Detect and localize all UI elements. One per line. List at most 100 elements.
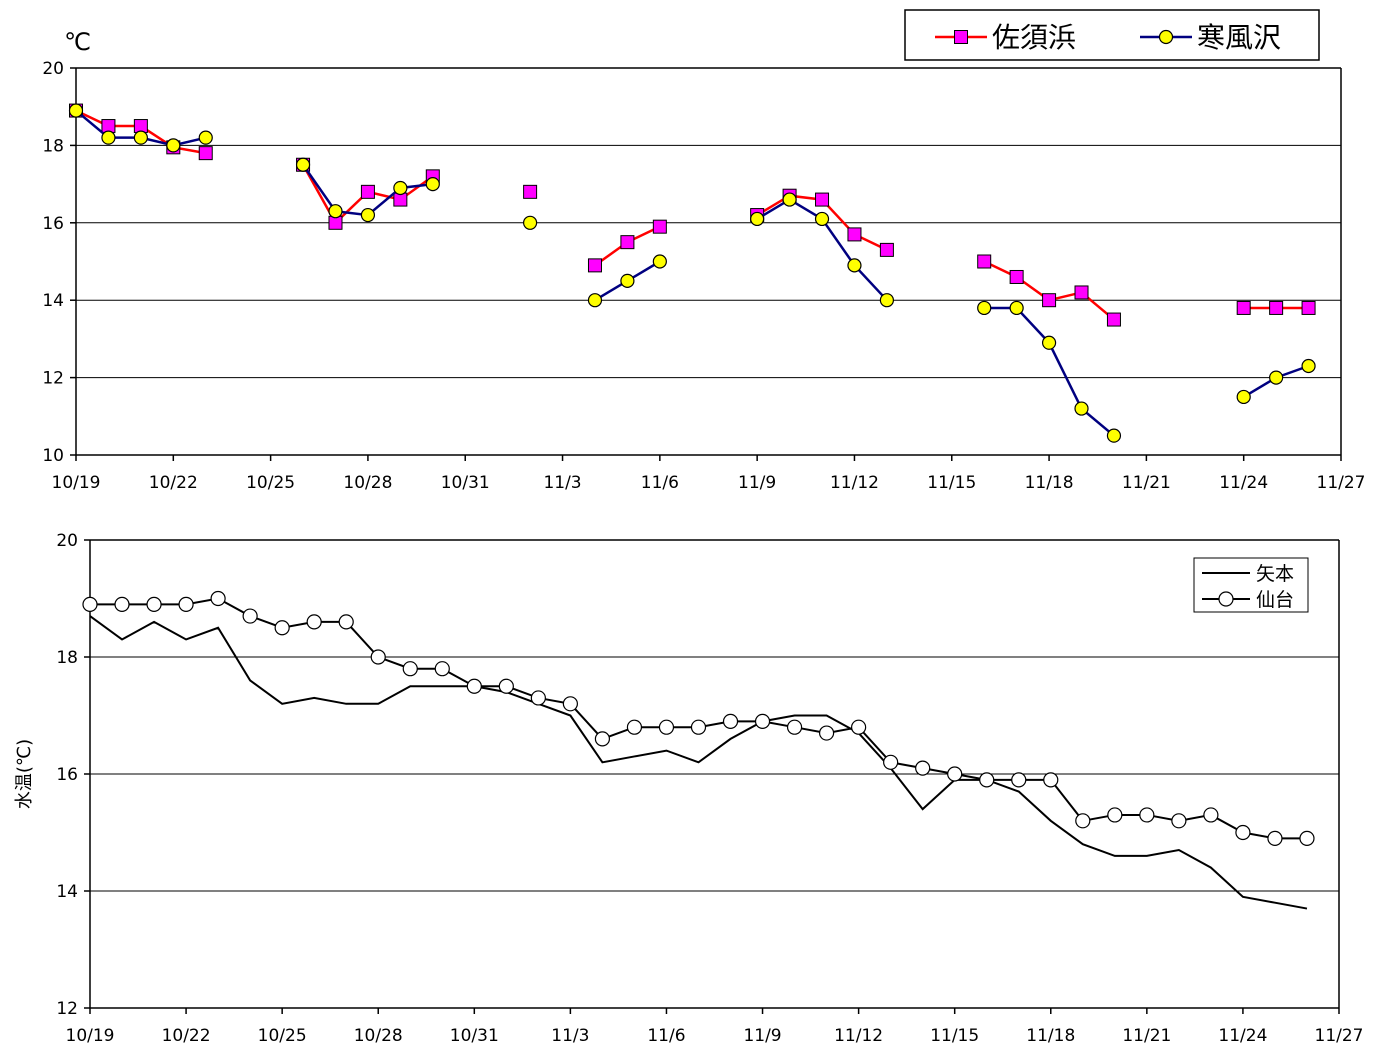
- legend-marker: [1158, 29, 1174, 45]
- y-tick-label: 10: [42, 446, 64, 466]
- data-point: [198, 146, 213, 161]
- legend-marker: [1218, 591, 1234, 607]
- data-point: [947, 766, 963, 782]
- data-point: [178, 596, 194, 612]
- data-point: [847, 227, 862, 242]
- data-point: [1042, 293, 1057, 308]
- data-point: [530, 690, 546, 706]
- data-point: [1041, 335, 1057, 350]
- data-point: [523, 184, 538, 199]
- x-tick-label: 11/3: [543, 473, 581, 493]
- data-point: [814, 211, 830, 227]
- data-point: [1009, 300, 1024, 316]
- data-point: [1106, 312, 1121, 327]
- x-tick-label: 11/9: [738, 473, 776, 493]
- data-point: [166, 138, 181, 153]
- unit-label: ℃: [64, 28, 91, 56]
- data-point: [1269, 370, 1284, 385]
- x-tick-label: 11/18: [1025, 473, 1074, 493]
- y-tick-label: 20: [42, 59, 64, 79]
- data-point: [1009, 269, 1024, 284]
- data-point: [1203, 807, 1219, 823]
- data-point: [587, 293, 603, 308]
- data-point: [1299, 830, 1315, 846]
- data-point: [328, 204, 343, 219]
- data-point: [523, 215, 538, 230]
- x-tick-label: 10/19: [66, 1026, 115, 1046]
- y-tick-label: 16: [42, 214, 64, 234]
- data-point: [883, 754, 899, 770]
- data-point: [915, 760, 931, 776]
- data-point: [620, 235, 635, 250]
- data-point: [690, 719, 707, 735]
- x-tick-label: 10/25: [258, 1026, 307, 1046]
- y-tick-label: 18: [56, 648, 78, 668]
- data-point: [1106, 428, 1122, 443]
- y-tick-label: 14: [42, 291, 64, 311]
- x-tick-label: 11/12: [834, 1026, 883, 1046]
- data-point: [82, 596, 98, 612]
- data-point: [370, 649, 386, 665]
- data-point: [587, 258, 602, 273]
- data-point: [1074, 285, 1089, 300]
- x-tick-label: 11/15: [927, 473, 976, 493]
- legend-label: 仙台: [1256, 589, 1294, 611]
- data-point: [68, 103, 84, 118]
- data-point: [1074, 401, 1089, 416]
- data-point: [1267, 830, 1283, 846]
- x-tick-label: 11/21: [1122, 1026, 1171, 1046]
- data-point: [879, 242, 894, 257]
- y-tick-label: 12: [56, 999, 78, 1019]
- data-point: [979, 772, 995, 788]
- x-tick-label: 11/15: [930, 1026, 979, 1046]
- x-tick-label: 10/28: [343, 473, 392, 493]
- data-point: [425, 177, 440, 192]
- y-tick-label: 20: [56, 531, 78, 551]
- legend-box: [1193, 557, 1309, 613]
- data-point: [977, 300, 992, 316]
- data-point: [1011, 772, 1027, 788]
- data-point: [620, 273, 635, 288]
- x-tick-label: 10/28: [354, 1026, 403, 1046]
- data-point: [818, 725, 835, 741]
- data-point: [626, 719, 643, 735]
- legend-label: 佐須浜: [992, 21, 1076, 54]
- x-tick-label: 10/25: [246, 473, 295, 493]
- data-point: [977, 254, 992, 269]
- y-tick-label: 16: [56, 765, 78, 785]
- legend-label: 寒風沢: [1197, 21, 1281, 54]
- data-point: [1301, 358, 1316, 374]
- x-tick-label: 10/19: [52, 473, 101, 493]
- x-tick-label: 11/9: [743, 1026, 781, 1046]
- data-point: [750, 211, 765, 227]
- data-point: [498, 678, 514, 694]
- x-tick-label: 11/27: [1317, 473, 1366, 493]
- x-tick-label: 11/24: [1218, 1026, 1267, 1046]
- data-point: [1269, 300, 1284, 315]
- data-point: [1235, 824, 1251, 841]
- data-point: [133, 130, 148, 145]
- data-point: [652, 219, 667, 234]
- data-point: [879, 293, 894, 308]
- y-tick-label: 14: [56, 882, 78, 902]
- data-point: [466, 678, 482, 694]
- series-line: [89, 615, 1308, 910]
- data-point: [851, 719, 867, 735]
- x-tick-label: 10/31: [441, 473, 490, 493]
- x-tick-label: 11/27: [1315, 1026, 1364, 1046]
- data-point: [306, 614, 322, 630]
- data-point: [1301, 300, 1316, 315]
- data-point: [402, 661, 418, 677]
- data-point: [786, 719, 803, 735]
- y-tick-label: 18: [42, 136, 64, 156]
- data-point: [101, 130, 116, 145]
- data-point: [274, 620, 290, 636]
- legend-box: [904, 9, 1320, 61]
- data-point: [754, 713, 771, 729]
- data-point: [562, 696, 578, 712]
- legend-label: 矢本: [1256, 563, 1294, 585]
- data-point: [242, 608, 258, 624]
- data-point: [722, 713, 739, 729]
- data-point: [146, 596, 162, 612]
